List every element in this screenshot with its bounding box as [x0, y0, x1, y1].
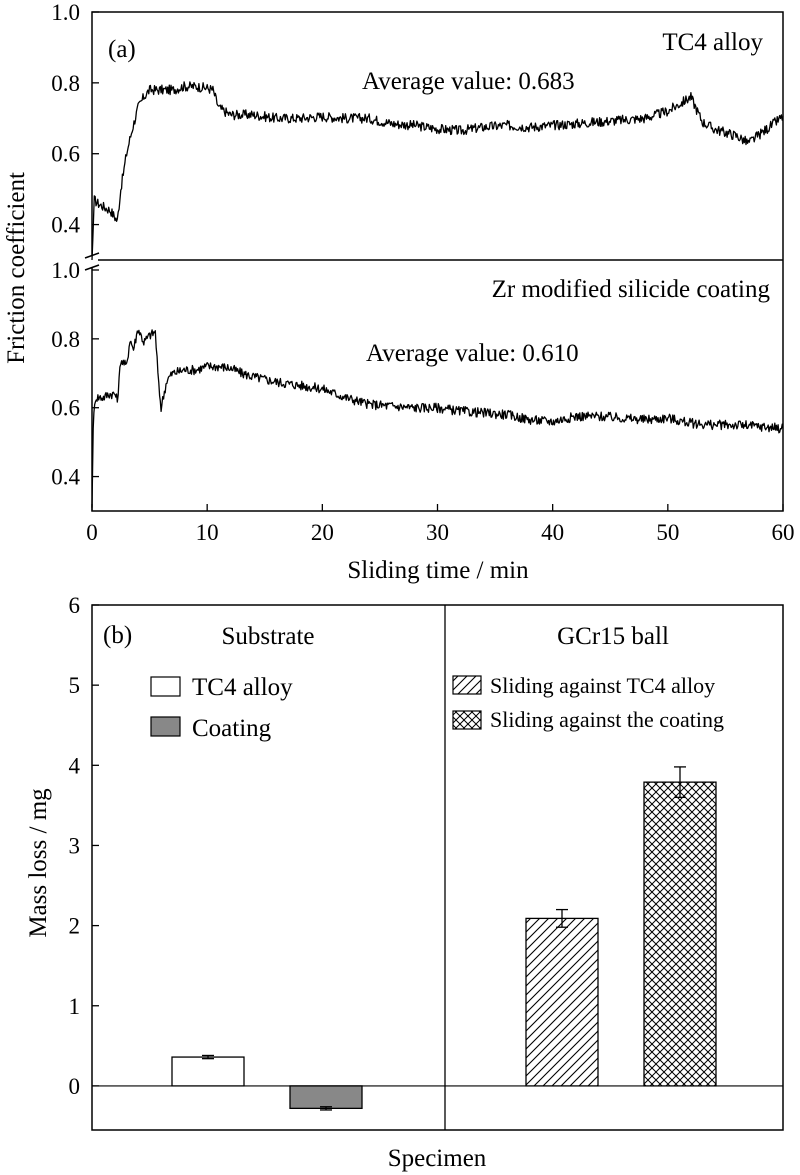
- panel-a-x-ticks: 0 10 20 30 40 50 60: [86, 504, 795, 545]
- legend-label-against-coating: Sliding against the coating: [490, 707, 724, 732]
- subplot-top-y-tick-label: 1.0: [51, 0, 80, 25]
- bar-tc4-alloy: [171, 1056, 245, 1087]
- legend-swatch-against-coating: [452, 710, 482, 730]
- panel-a-x-tick-label: 0: [86, 520, 98, 545]
- legend-label-tc4-alloy: TC4 alloy: [192, 674, 293, 701]
- panel-a-y-axis-label: Friction coefficient: [3, 172, 30, 364]
- panel-b-frame: [91, 604, 784, 1131]
- panel-b-y-tick-label: 6: [69, 593, 81, 618]
- series-line-tc4-alloy: [91, 81, 784, 261]
- axis-break-gap: [86, 255, 98, 267]
- subplot-top-y-ticks: 0.4 0.6 0.8 1.0: [51, 0, 99, 238]
- subplot-top-title: TC4 alloy: [662, 29, 763, 56]
- panel-b-bars: [171, 766, 717, 1111]
- legend-swatch-coating: [150, 716, 181, 737]
- legend-label-coating: Coating: [192, 715, 272, 742]
- subplot-top-average: Average value: 0.683: [362, 68, 575, 95]
- panel-b-x-axis-label: Specimen: [388, 1145, 487, 1172]
- bar-sliding-against-tc4-alloy: [525, 917, 599, 1087]
- panel-a-x-tick-label: 10: [196, 520, 219, 545]
- subplot-bottom-y-tick-label: 0.4: [51, 465, 80, 490]
- panel-b: (b) Substrate GCr15 ball Mass loss / mg …: [25, 593, 784, 1172]
- series-line-zr-modified-coating: [91, 329, 784, 508]
- legend-swatch-against-tc4: [452, 675, 482, 695]
- panel-b-y-tick-label: 0: [69, 1074, 81, 1099]
- bar-coating: [289, 1085, 363, 1110]
- subplot-top-y-tick-label: 0.8: [51, 71, 80, 96]
- subplot-bottom-y-tick-label: 1.0: [51, 258, 80, 283]
- panel-a-x-tick-label: 50: [656, 520, 679, 545]
- panel-b-y-tick-label: 5: [69, 673, 81, 698]
- subplot-top-y-tick-label: 0.4: [51, 213, 80, 238]
- bar-sliding-against-the-coating: [643, 781, 717, 1087]
- panel-b-y-ticks: 0 1 2 3 4 5 6: [69, 593, 99, 1099]
- legend-gcr15: Sliding against TC4 alloy Sliding agains…: [452, 673, 724, 732]
- panel-a-x-tick-label: 60: [772, 520, 795, 545]
- panel-a-x-tick-label: 30: [426, 520, 449, 545]
- subplot-bottom-title: Zr modified silicide coating: [492, 276, 771, 303]
- panel-b-y-axis-label: Mass loss / mg: [25, 788, 52, 938]
- subplot-bottom-y-ticks: 0.4 0.6 0.8 1.0: [51, 258, 99, 490]
- legend-swatch-tc4-alloy: [150, 676, 181, 697]
- panel-a-x-tick-label: 40: [541, 520, 564, 545]
- panel-a: (a) TC4 alloy Average value: 0.683 Zr mo…: [3, 0, 795, 584]
- panel-b-y-tick-label: 2: [69, 914, 81, 939]
- panel-a-x-axis-label: Sliding time / min: [347, 557, 529, 584]
- panel-b-y-tick-label: 1: [69, 994, 81, 1019]
- subplot-bottom-average: Average value: 0.610: [366, 340, 579, 367]
- subplot-bottom-y-tick-label: 0.6: [51, 396, 80, 421]
- panel-b-label: (b): [103, 622, 132, 649]
- group-substrate-title: Substrate: [221, 623, 314, 650]
- panel-a-x-tick-label: 20: [311, 520, 334, 545]
- panel-a-label: (a): [108, 36, 136, 63]
- panel-b-y-tick-label: 3: [69, 833, 81, 858]
- legend-label-against-tc4: Sliding against TC4 alloy: [490, 673, 715, 698]
- group-gcr15-title: GCr15 ball: [557, 623, 669, 650]
- subplot-bottom-y-tick-label: 0.8: [51, 327, 80, 352]
- axis-break-mark-lower: [84, 264, 100, 271]
- panel-b-y-tick-label: 4: [69, 753, 81, 778]
- subplot-top-y-tick-label: 0.6: [51, 142, 80, 167]
- legend-substrate: TC4 alloy Coating: [150, 674, 293, 742]
